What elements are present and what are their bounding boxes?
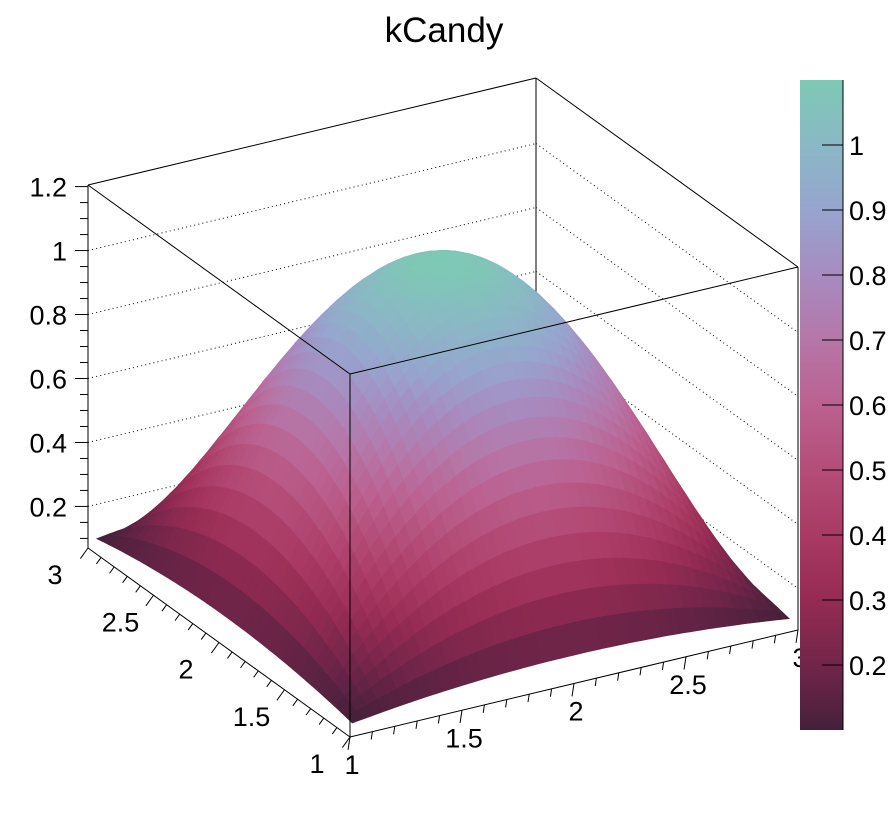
x-axis-tick: [370, 731, 373, 740]
color-scale-tick-label: 0.8: [849, 261, 887, 291]
frame-edge-front-top-left: [87, 184, 351, 375]
color-scale: 0.2 0.3 0.4 0.5 0.6 0.7 0.8 0.9 1: [800, 80, 887, 730]
y-axis-tick: [305, 708, 312, 716]
x-axis-tick-label: 2.5: [669, 670, 707, 700]
z-axis-tick-label: 0.2: [29, 492, 67, 522]
x-axis-tick: [527, 694, 530, 703]
x-axis-tick: [505, 699, 508, 708]
z-axis-tick-label: 1: [52, 237, 67, 267]
x-axis-tick: [706, 651, 709, 660]
x-axis-tick: [729, 645, 732, 655]
y-axis-tick: [240, 661, 246, 669]
color-scale-tick-label: 0.5: [849, 456, 887, 486]
front-frame: [87, 184, 799, 737]
frame-edge-front-top-right: [349, 266, 799, 375]
x-axis-tick-label: 1.5: [445, 723, 483, 753]
y-axis-tick: [253, 670, 259, 678]
y-axis-tick-label: 1: [309, 749, 324, 779]
x-axis-tick: [639, 667, 642, 676]
color-scale-tick-label: 1: [849, 131, 864, 161]
y-axis-tick: [145, 594, 154, 607]
y-axis-tick: [96, 557, 102, 565]
z-axis-tick-label: 1.2: [29, 173, 67, 203]
color-scale-tick-label: 0.4: [849, 521, 887, 551]
x-axis-tick: [617, 672, 620, 681]
x-axis-tick: [661, 662, 665, 671]
color-scale-tick-label: 0.2: [849, 651, 887, 681]
frame-edge-back-top-right: [535, 77, 799, 268]
y-axis-tick: [292, 698, 299, 706]
y-axis-tick: [318, 717, 325, 725]
y-axis-tick: [341, 736, 351, 748]
x-axis-tick: [594, 678, 597, 687]
x-axis-tick: [549, 688, 553, 697]
x-axis-tick-label: 1: [344, 750, 359, 780]
x-axis-tick-label: 2: [568, 697, 583, 727]
color-scale-tick-label: 0.7: [849, 326, 887, 356]
grid-line-right-wall: [535, 399, 799, 589]
y-axis-tick: [276, 689, 285, 701]
x-axis-tick: [459, 710, 463, 724]
grid-line-right-wall: [535, 335, 799, 525]
y-axis-tick-label: 2: [178, 655, 193, 685]
x-axis-tick: [751, 640, 754, 649]
x-axis-tick: [393, 726, 396, 735]
y-axis-tick-label: 1.5: [233, 702, 271, 732]
back-frame-and-grid: [87, 77, 799, 589]
x-axis-tick: [482, 704, 485, 713]
y-axis-tick: [210, 642, 220, 654]
plot-title: kCandy: [385, 11, 504, 50]
y-axis-tick: [79, 547, 89, 559]
y-axis-tick: [161, 604, 168, 612]
grid-line-right-wall: [535, 143, 799, 333]
z-axis-tick-label: 0.6: [29, 364, 67, 394]
x-axis-tick: [437, 715, 441, 724]
z-axis-tick-label: 0.4: [29, 428, 67, 458]
y-axis-tick: [227, 651, 233, 659]
x-axis-tick: [415, 720, 418, 729]
z-axis-tick-label: 0.8: [29, 301, 67, 331]
y-axis-tick-label: 2.5: [102, 607, 140, 637]
y-axis-tick: [187, 623, 194, 631]
surface-mesh: [95, 249, 791, 724]
frame-edge-back-top-left: [87, 77, 537, 186]
y-axis-tick: [135, 585, 141, 593]
color-scale-tick-label: 0.3: [849, 586, 887, 616]
x-axis-tick: [347, 736, 351, 750]
y-axis-tick: [174, 613, 181, 621]
y-axis-tick-label: 3: [47, 560, 62, 590]
x-axis-tick: [773, 635, 777, 644]
color-scale-tick-label: 0.6: [849, 391, 887, 421]
x-axis-tick: [571, 683, 575, 697]
y-axis-tick: [109, 566, 115, 574]
y-axis-tick: [122, 576, 128, 584]
y-axis-tick: [200, 632, 207, 640]
grid-line-right-wall: [535, 207, 799, 397]
color-scale-tick-label: 0.9: [849, 196, 887, 226]
y-axis-tick: [331, 727, 338, 735]
y-axis-tick: [266, 680, 272, 688]
x-axis-tick: [683, 656, 687, 670]
grid-line-right-wall: [535, 271, 799, 461]
x-axis-tick: [795, 629, 799, 643]
